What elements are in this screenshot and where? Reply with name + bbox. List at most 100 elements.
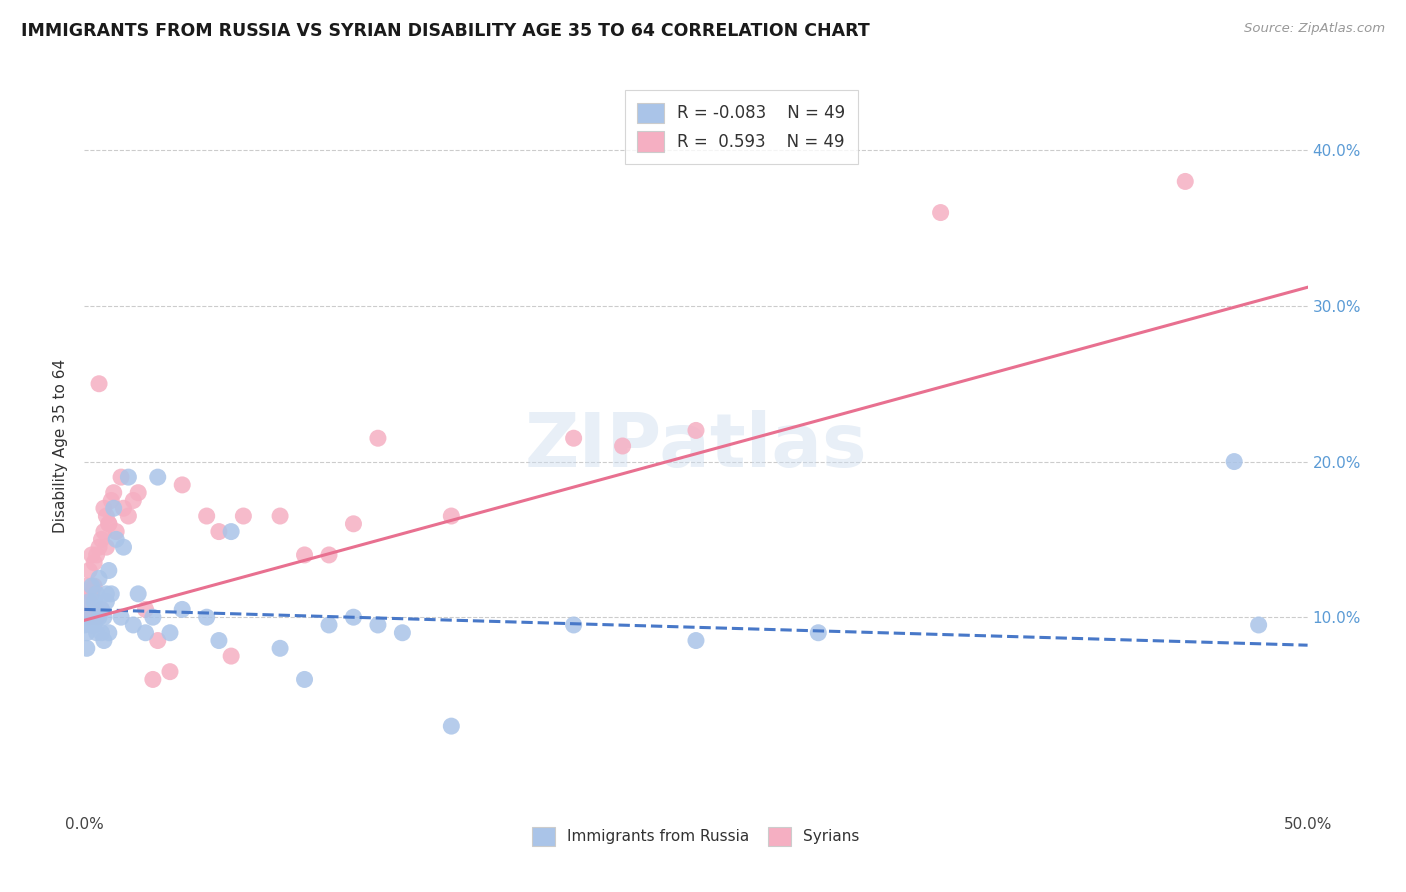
Point [159,665,181,679]
Point [294,673,316,687]
Point [195,509,218,524]
Point [1174,174,1197,188]
Text: ZIPatlas: ZIPatlas [524,409,868,483]
Point [86,548,108,562]
Point [86,625,108,640]
Point [97,516,120,531]
Point [90,533,112,547]
Point [83,618,105,632]
Y-axis label: Disability Age 35 to 64: Disability Age 35 to 64 [53,359,69,533]
Point [73,610,96,624]
Point [219,649,242,664]
Text: Source: ZipAtlas.com: Source: ZipAtlas.com [1244,22,1385,36]
Point [87,376,110,391]
Point [77,564,100,578]
Point [135,625,157,640]
Point [96,587,118,601]
Point [1247,618,1270,632]
Point [97,564,120,578]
Point [87,540,110,554]
Point [80,618,103,632]
Point [110,470,132,484]
Point [83,594,105,608]
Point [127,587,149,601]
Point [219,524,242,539]
Point [117,509,139,524]
Point [80,587,103,601]
Point [80,548,103,562]
Point [172,478,194,492]
Point [83,556,105,570]
Point [195,610,218,624]
Point [685,424,707,438]
Point [440,719,463,733]
Point [90,625,112,640]
Point [112,540,135,554]
Point [342,610,364,624]
Point [367,618,389,632]
Point [77,610,100,624]
Point [146,470,169,484]
Point [685,633,707,648]
Point [97,516,120,531]
Point [112,501,135,516]
Point [96,540,118,554]
Point [105,524,128,539]
Point [208,524,231,539]
Legend: Immigrants from Russia, Syrians: Immigrants from Russia, Syrians [526,821,866,852]
Point [77,594,100,608]
Point [122,493,145,508]
Point [86,610,108,624]
Point [80,579,103,593]
Point [77,610,100,624]
Point [97,625,120,640]
Point [342,516,364,531]
Point [391,625,413,640]
Point [103,501,125,516]
Point [90,602,112,616]
Point [562,431,585,445]
Point [87,610,110,624]
Point [172,602,194,616]
Point [1223,454,1246,468]
Point [146,633,169,648]
Point [318,618,340,632]
Point [122,618,145,632]
Point [440,509,463,524]
Point [76,641,98,656]
Point [269,641,291,656]
Point [76,579,98,593]
Point [612,439,634,453]
Point [100,587,122,601]
Point [96,594,118,608]
Point [318,548,340,562]
Point [76,594,98,608]
Point [105,533,128,547]
Point [96,509,118,524]
Point [142,673,165,687]
Point [76,625,98,640]
Point [929,205,952,219]
Point [93,524,115,539]
Point [294,548,316,562]
Point [232,509,254,524]
Point [86,587,108,601]
Point [142,610,165,624]
Point [208,633,231,648]
Point [83,579,105,593]
Point [93,501,115,516]
Point [93,610,115,624]
Point [73,618,96,632]
Point [159,625,181,640]
Point [103,485,125,500]
Point [87,571,110,585]
Point [90,602,112,616]
Point [117,470,139,484]
Point [562,618,585,632]
Point [127,485,149,500]
Point [367,431,389,445]
Text: IMMIGRANTS FROM RUSSIA VS SYRIAN DISABILITY AGE 35 TO 64 CORRELATION CHART: IMMIGRANTS FROM RUSSIA VS SYRIAN DISABIL… [21,22,870,40]
Point [135,602,157,616]
Point [807,625,830,640]
Point [110,610,132,624]
